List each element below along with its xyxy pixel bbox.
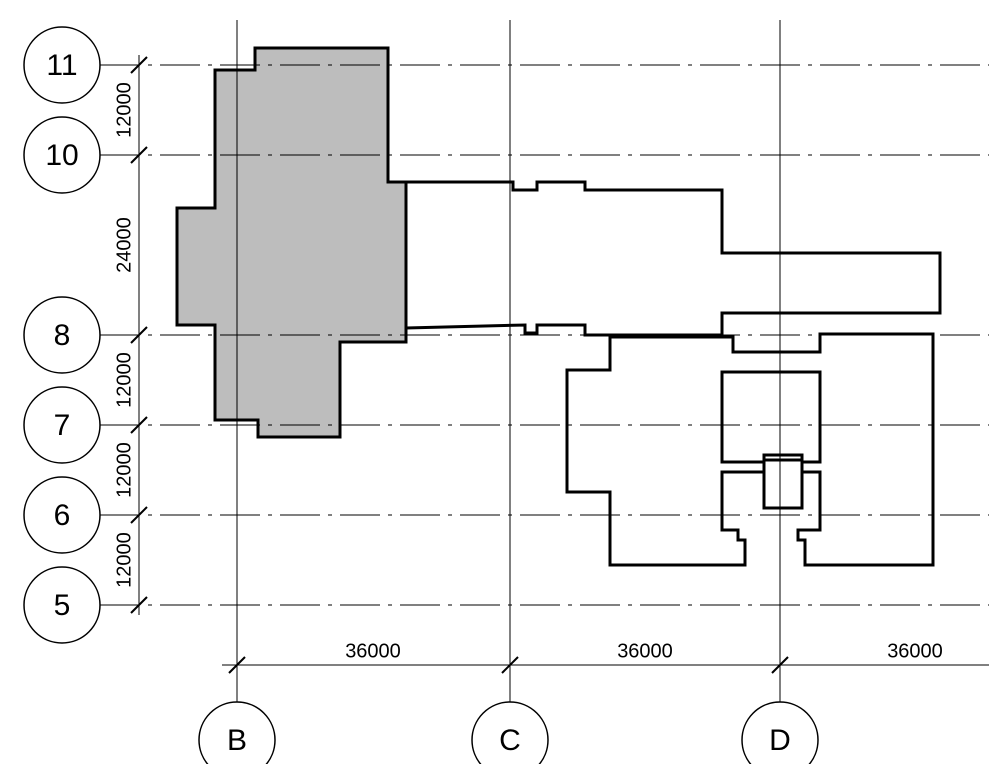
grid-label: 11: [46, 49, 77, 82]
grid-bubble: [23, 116, 101, 194]
dim-label: 12000: [113, 352, 135, 408]
middle-building: [405, 180, 942, 337]
grid-label: B: [227, 724, 247, 757]
shaded-building: [175, 46, 408, 439]
dim-label: 36000: [345, 640, 401, 662]
dim-label: 24000: [113, 217, 135, 273]
dim-label: 12000: [113, 82, 135, 138]
grid-bubble: [23, 386, 101, 464]
grid-bubble: [471, 701, 549, 764]
grid-label: D: [769, 724, 791, 757]
inner-block: [762, 472, 804, 510]
dim-label: 12000: [113, 442, 135, 498]
dim-label: 36000: [617, 640, 673, 662]
grid-label: C: [499, 724, 521, 757]
grid-bubble: [23, 476, 101, 554]
grid-bubble: [198, 701, 276, 764]
dim-label: 12000: [113, 532, 135, 588]
dim-label: 36000: [887, 640, 943, 662]
grid-bubble: [23, 566, 101, 644]
grid-bubble: [741, 701, 819, 764]
grid-bubble: [23, 296, 101, 374]
grid-label: 6: [54, 499, 71, 532]
grid-label: 8: [54, 319, 71, 352]
grid-bubble: [23, 26, 101, 104]
courtyard: [720, 370, 822, 464]
grid-label: 10: [45, 139, 78, 172]
grid-label: 7: [54, 409, 71, 442]
lower-building: [565, 332, 935, 567]
grid-label: 5: [54, 589, 71, 622]
